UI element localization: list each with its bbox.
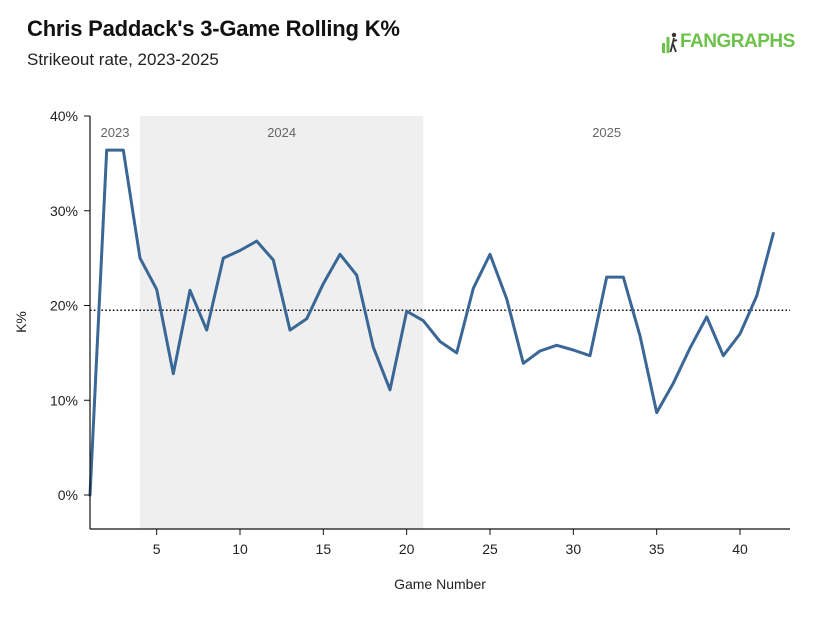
series-layer: [88, 148, 775, 497]
x-tick-label: 5: [153, 541, 161, 557]
x-tick-label: 40: [732, 541, 748, 557]
period-label-2025: 2025: [592, 125, 621, 140]
x-tick-label: 30: [566, 541, 582, 557]
y-tick-label: 30%: [50, 203, 78, 219]
period-shading: [140, 116, 424, 529]
period-label-2024: 2024: [267, 125, 296, 140]
y-axis-title: K%: [13, 311, 29, 333]
x-tick-label: 20: [399, 541, 415, 557]
period-label-2023: 2023: [101, 125, 130, 140]
y-tick-label: 40%: [50, 108, 78, 124]
fangraphs-bars-icon: [662, 32, 678, 53]
axes: [89, 116, 790, 530]
period-labels: 2023 2024 2025: [101, 125, 622, 140]
y-tick-label: 10%: [50, 392, 78, 408]
x-tick-label: 25: [482, 541, 498, 557]
x-axis-title: Game Number: [394, 576, 486, 592]
x-tick-label: 10: [232, 541, 248, 557]
chart-subtitle: Strikeout rate, 2023-2025: [27, 50, 219, 69]
y-tick-label: 0%: [58, 487, 78, 503]
x-tick-label: 35: [649, 541, 665, 557]
chart-title: Chris Paddack's 3-Game Rolling K%: [27, 16, 400, 41]
brand-logo: FANGRAPHS: [662, 28, 795, 56]
period-shade-2024: [140, 116, 424, 529]
y-tick-label: 20%: [50, 298, 78, 314]
x-tick-label: 15: [316, 541, 332, 557]
x-axis-ticks: 5 10 15 20 25 30 35 40: [153, 529, 748, 557]
y-axis-ticks: 0% 10% 20% 30% 40%: [50, 108, 90, 503]
series-line: [88, 148, 775, 497]
brand-wordmark: FANGRAPHS: [680, 31, 795, 52]
